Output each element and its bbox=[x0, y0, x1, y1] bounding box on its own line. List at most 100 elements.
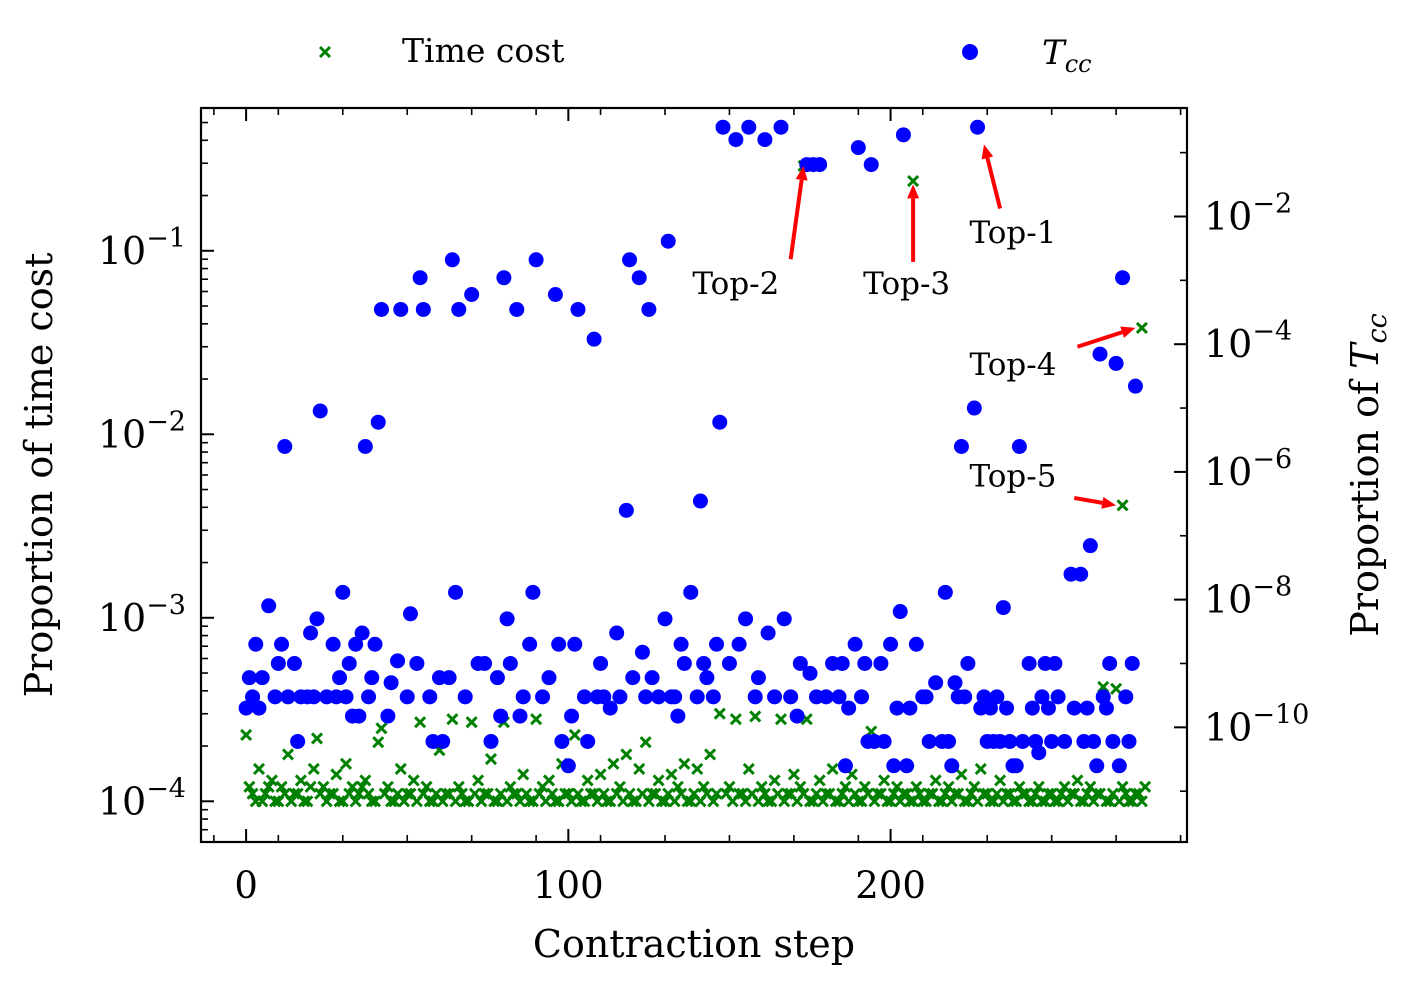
time-cost-point bbox=[523, 795, 536, 808]
tcc-point bbox=[551, 636, 567, 652]
tcc-point bbox=[354, 625, 370, 641]
legend-label-tcc-var: T bbox=[1042, 33, 1067, 73]
tcc-point bbox=[567, 636, 583, 652]
time-cost-point bbox=[1116, 499, 1129, 512]
time-cost-point bbox=[446, 713, 459, 726]
tcc-point bbox=[831, 689, 847, 705]
time-cost-point bbox=[414, 716, 427, 729]
tcc-point bbox=[309, 611, 325, 627]
tcc-point bbox=[676, 655, 692, 671]
time-cost-point bbox=[252, 762, 266, 776]
tcc-point bbox=[783, 689, 799, 705]
time-cost-point bbox=[871, 787, 884, 800]
tcc-point bbox=[667, 689, 683, 705]
legend-x-marker bbox=[318, 45, 332, 59]
time-cost-point bbox=[1135, 321, 1148, 334]
time-cost-point bbox=[652, 774, 665, 787]
tcc-point bbox=[348, 636, 364, 652]
time-cost-point bbox=[781, 787, 794, 800]
time-cost-point bbox=[349, 795, 362, 808]
time-cost-point bbox=[658, 795, 672, 808]
tcc-point bbox=[1108, 355, 1124, 371]
time-cost-point bbox=[420, 780, 433, 793]
tcc-point bbox=[238, 700, 254, 716]
tcc-point bbox=[554, 733, 570, 749]
time-cost-point bbox=[742, 762, 755, 776]
time-cost-point bbox=[974, 762, 987, 776]
tcc-point bbox=[789, 708, 805, 724]
time-cost-point bbox=[729, 713, 742, 726]
tcc-point bbox=[657, 611, 673, 627]
tcc-point bbox=[528, 252, 544, 268]
tcc-point bbox=[267, 689, 283, 705]
annotation-label: Top-5 bbox=[970, 458, 1057, 494]
x-axis-label: Contraction step bbox=[533, 922, 855, 966]
time-cost-point bbox=[1116, 780, 1129, 793]
tcc-point bbox=[1092, 346, 1108, 362]
time-cost-point bbox=[298, 795, 311, 808]
tcc-point bbox=[792, 655, 808, 671]
tcc-point bbox=[995, 600, 1011, 616]
tcc-point bbox=[953, 438, 969, 454]
time-cost-point bbox=[310, 732, 324, 745]
time-cost-point bbox=[426, 795, 440, 808]
time-cost-point bbox=[333, 795, 346, 808]
tcc-point bbox=[776, 611, 792, 627]
time-cost-point bbox=[633, 762, 646, 776]
tcc-point bbox=[1121, 733, 1137, 749]
legend-label-tcc: Tcc bbox=[1042, 33, 1092, 78]
tcc-point bbox=[738, 611, 754, 627]
time-cost-point bbox=[671, 780, 684, 793]
legend-label-time-cost: Time cost bbox=[402, 31, 564, 70]
y-axis-right-label: Proportion of Tcc bbox=[1343, 313, 1393, 636]
time-cost-point bbox=[1090, 787, 1103, 800]
time-cost-point bbox=[262, 780, 275, 793]
tcc-point bbox=[509, 301, 525, 317]
tcc-point bbox=[873, 655, 889, 671]
tcc-point bbox=[245, 689, 261, 705]
y-axis-right-label-prefix: Proportion of bbox=[1343, 369, 1387, 637]
tcc-point bbox=[422, 689, 438, 705]
tcc-point bbox=[812, 157, 828, 173]
time-cost-point bbox=[401, 787, 414, 800]
tcc-point bbox=[989, 689, 1005, 705]
annotation-arrow-shaft bbox=[985, 157, 1003, 209]
tcc-point bbox=[834, 655, 850, 671]
time-cost-point bbox=[330, 768, 343, 781]
tcc-point bbox=[1082, 538, 1098, 554]
time-cost-point bbox=[858, 780, 871, 793]
tcc-point bbox=[332, 670, 348, 686]
tcc-point bbox=[448, 584, 464, 600]
tcc-point bbox=[1105, 733, 1121, 749]
time-cost-point bbox=[907, 174, 920, 188]
time-cost-point bbox=[1110, 682, 1123, 695]
tcc-point bbox=[1002, 733, 1018, 749]
time-cost-point bbox=[259, 787, 272, 800]
tcc-point bbox=[750, 670, 766, 686]
annotation-label: Top-2 bbox=[692, 266, 779, 302]
time-cost-point bbox=[472, 774, 485, 787]
tcc-point bbox=[402, 606, 418, 622]
tcc-point bbox=[596, 689, 612, 705]
annotation-arrow-shaft bbox=[788, 179, 804, 260]
tcc-point bbox=[1021, 655, 1037, 671]
tcc-point bbox=[689, 689, 705, 705]
tcc-point bbox=[560, 758, 576, 774]
y-left-tick-label: 10−1 bbox=[98, 223, 186, 273]
tcc-point bbox=[1047, 655, 1063, 671]
tcc-point bbox=[380, 708, 396, 724]
tcc-point bbox=[290, 733, 306, 749]
tcc-point bbox=[928, 675, 944, 691]
tcc-point bbox=[499, 611, 515, 627]
tcc-point bbox=[847, 636, 863, 652]
tcc-point bbox=[1011, 438, 1027, 454]
time-cost-point bbox=[762, 795, 775, 808]
tcc-point bbox=[970, 119, 986, 135]
tcc-point bbox=[728, 132, 744, 148]
time-cost-point bbox=[646, 787, 659, 800]
tcc-point bbox=[312, 403, 328, 419]
time-cost-point bbox=[352, 787, 365, 800]
time-cost-point bbox=[994, 774, 1007, 787]
tcc-point bbox=[886, 758, 902, 774]
tcc-point bbox=[1079, 700, 1095, 716]
